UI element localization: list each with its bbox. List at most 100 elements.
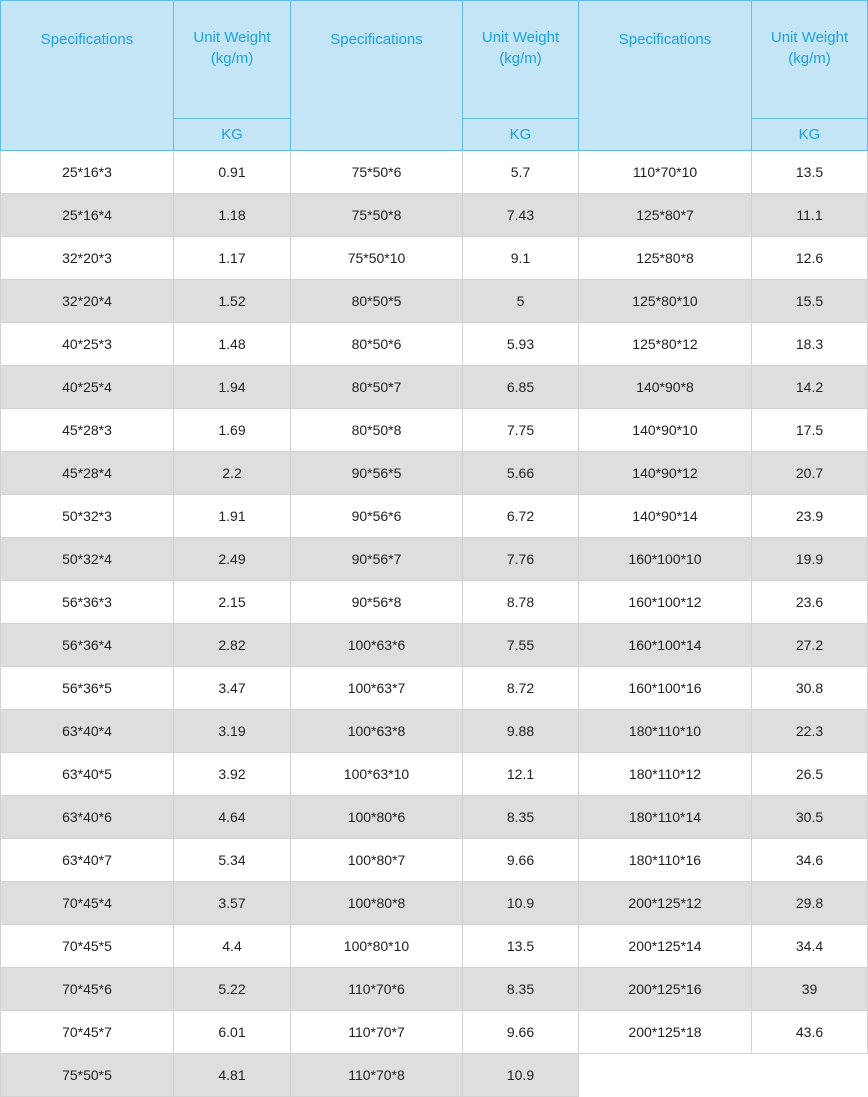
spec-cell: 160*100*16 — [578, 666, 752, 710]
spec-cell: 56*36*4 — [0, 623, 174, 667]
table-row: 45*28*4 2.2 90*56*5 5.66 140*90*12 20.7 — [0, 451, 868, 495]
weight-cell: 14.2 — [751, 365, 868, 409]
table-row: 45*28*3 1.69 80*50*8 7.75 140*90*10 17.5 — [0, 408, 868, 452]
header-unit-kg: KG — [751, 118, 868, 151]
spec-cell: 125*80*8 — [578, 236, 752, 280]
spec-cell: 180*110*12 — [578, 752, 752, 796]
spec-cell: 160*100*10 — [578, 537, 752, 581]
weight-cell: 26.5 — [751, 752, 868, 796]
spec-cell: 70*45*5 — [0, 924, 174, 968]
spec-cell: 56*36*3 — [0, 580, 174, 624]
spec-cell: 140*90*12 — [578, 451, 752, 495]
empty-cell — [578, 1053, 752, 1097]
weight-cell: 2.2 — [173, 451, 291, 495]
spec-cell: 160*100*12 — [578, 580, 752, 624]
weight-cell: 5.7 — [462, 150, 579, 194]
spec-cell: 90*56*5 — [290, 451, 463, 495]
weight-cell: 29.8 — [751, 881, 868, 925]
weight-cell: 6.85 — [462, 365, 579, 409]
spec-cell: 100*80*8 — [290, 881, 463, 925]
table-row: 75*50*5 4.81 110*70*8 10.9 — [0, 1053, 868, 1097]
weight-cell: 13.5 — [751, 150, 868, 194]
weight-cell: 5.66 — [462, 451, 579, 495]
table-row: 40*25*4 1.94 80*50*7 6.85 140*90*8 14.2 — [0, 365, 868, 409]
spec-cell: 75*50*8 — [290, 193, 463, 237]
weight-cell: 22.3 — [751, 709, 868, 753]
weight-cell: 20.7 — [751, 451, 868, 495]
weight-cell: 19.9 — [751, 537, 868, 581]
weight-cell: 5.22 — [173, 967, 291, 1011]
spec-cell: 40*25*4 — [0, 365, 174, 409]
table-row: 63*40*6 4.64 100*80*6 8.35 180*110*14 30.5 — [0, 795, 868, 839]
weight-cell: 8.72 — [462, 666, 579, 710]
weight-cell: 10.9 — [462, 1053, 579, 1097]
spec-cell: 140*90*10 — [578, 408, 752, 452]
weight-cell: 23.6 — [751, 580, 868, 624]
weight-cell: 3.19 — [173, 709, 291, 753]
spec-cell: 90*56*6 — [290, 494, 463, 538]
spec-cell: 140*90*8 — [578, 365, 752, 409]
spec-cell: 100*63*8 — [290, 709, 463, 753]
empty-cell — [751, 1053, 868, 1097]
weight-cell: 8.78 — [462, 580, 579, 624]
spec-cell: 80*50*6 — [290, 322, 463, 366]
header-specifications: Specifications — [0, 0, 174, 151]
weight-cell: 3.57 — [173, 881, 291, 925]
weight-cell: 1.18 — [173, 193, 291, 237]
spec-cell: 45*28*3 — [0, 408, 174, 452]
spec-cell: 56*36*5 — [0, 666, 174, 710]
weight-cell: 0.91 — [173, 150, 291, 194]
table-row: 56*36*5 3.47 100*63*7 8.72 160*100*16 30.8 — [0, 666, 868, 710]
spec-cell: 200*125*16 — [578, 967, 752, 1011]
weight-cell: 3.47 — [173, 666, 291, 710]
spec-cell: 125*80*12 — [578, 322, 752, 366]
spec-cell: 160*100*14 — [578, 623, 752, 667]
weight-cell: 11.1 — [751, 193, 868, 237]
weight-cell: 12.6 — [751, 236, 868, 280]
weight-cell: 1.69 — [173, 408, 291, 452]
spec-cell: 75*50*6 — [290, 150, 463, 194]
spec-cell: 25*16*4 — [0, 193, 174, 237]
weight-cell: 43.6 — [751, 1010, 868, 1054]
weight-cell: 9.66 — [462, 838, 579, 882]
spec-cell: 100*63*7 — [290, 666, 463, 710]
header-unit-weight: Unit Weight (kg/m) — [462, 0, 579, 119]
weight-cell: 7.55 — [462, 623, 579, 667]
weight-cell: 30.8 — [751, 666, 868, 710]
weight-cell: 9.66 — [462, 1010, 579, 1054]
spec-cell: 110*70*7 — [290, 1010, 463, 1054]
weight-cell: 7.43 — [462, 193, 579, 237]
spec-cell: 100*63*10 — [290, 752, 463, 796]
weight-cell: 2.49 — [173, 537, 291, 581]
weight-cell: 5.93 — [462, 322, 579, 366]
table-row: 70*45*6 5.22 110*70*6 8.35 200*125*16 39 — [0, 967, 868, 1011]
weight-cell: 10.9 — [462, 881, 579, 925]
weight-cell: 6.72 — [462, 494, 579, 538]
spec-cell: 90*56*8 — [290, 580, 463, 624]
weight-cell: 4.81 — [173, 1053, 291, 1097]
spec-cell: 200*125*12 — [578, 881, 752, 925]
header-unit-kg: KG — [173, 118, 291, 151]
weight-cell: 6.01 — [173, 1010, 291, 1054]
table-row: 56*36*3 2.15 90*56*8 8.78 160*100*12 23.6 — [0, 580, 868, 624]
header-specifications: Specifications — [578, 0, 752, 151]
table-row: 40*25*3 1.48 80*50*6 5.93 125*80*12 18.3 — [0, 322, 868, 366]
header-unit-weight: Unit Weight (kg/m) — [751, 0, 868, 119]
table-row: 70*45*4 3.57 100*80*8 10.9 200*125*12 29.8 — [0, 881, 868, 925]
spec-cell: 100*63*6 — [290, 623, 463, 667]
spec-cell: 50*32*4 — [0, 537, 174, 581]
spec-cell: 75*50*10 — [290, 236, 463, 280]
spec-cell: 63*40*6 — [0, 795, 174, 839]
spec-cell: 100*80*10 — [290, 924, 463, 968]
spec-cell: 100*80*6 — [290, 795, 463, 839]
weight-cell: 9.88 — [462, 709, 579, 753]
table-row: 50*32*3 1.91 90*56*6 6.72 140*90*14 23.9 — [0, 494, 868, 538]
weight-cell: 1.48 — [173, 322, 291, 366]
weight-cell: 15.5 — [751, 279, 868, 323]
spec-cell: 50*32*3 — [0, 494, 174, 538]
spec-cell: 125*80*7 — [578, 193, 752, 237]
weight-cell: 13.5 — [462, 924, 579, 968]
weight-cell: 3.92 — [173, 752, 291, 796]
weight-cell: 1.52 — [173, 279, 291, 323]
